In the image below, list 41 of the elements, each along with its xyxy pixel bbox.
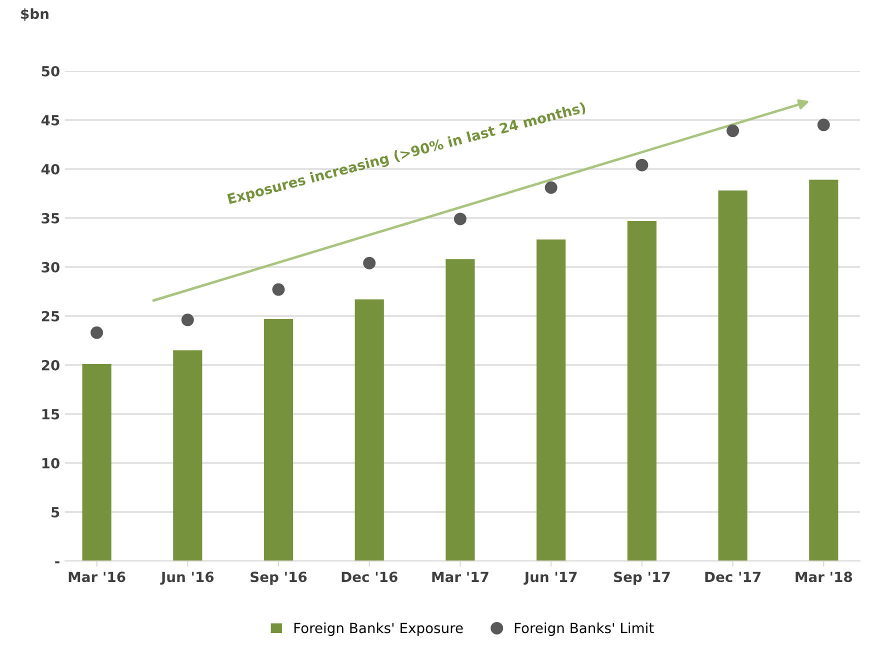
y-tick-label: 35: [42, 212, 60, 224]
point: [454, 212, 466, 226]
point: [181, 314, 194, 326]
x-tick-label: Mar '18: [796, 572, 852, 582]
y-axis-title: $bn: [21, 8, 48, 21]
y-tick-label: -: [55, 561, 60, 564]
x-tick-label: Sep '16: [250, 572, 307, 585]
bar: [536, 240, 566, 561]
bar: [173, 350, 202, 561]
x-tick-label: Mar '17: [432, 572, 488, 582]
bar: [264, 318, 294, 561]
point: [726, 124, 740, 138]
y-tick-label: 15: [42, 409, 60, 420]
bar: [809, 180, 838, 561]
x-tick-label: Dec '16: [342, 572, 398, 582]
y-tick-label: 25: [42, 310, 60, 322]
y-tick-label: 20: [42, 360, 60, 370]
point: [817, 118, 830, 132]
legend-label: Foreign Banks' Limit: [514, 622, 654, 636]
bar: [446, 259, 475, 561]
x-tick-label: Jun '16: [160, 572, 214, 585]
y-tick-label: 5: [52, 507, 60, 518]
x-tick-label: Dec '17: [705, 572, 760, 582]
x-tick-label: Jun '17: [524, 572, 577, 585]
y-tick-label: 30: [42, 262, 60, 272]
point: [363, 256, 376, 270]
point: [636, 158, 648, 172]
y-tick-label: 50: [42, 66, 60, 76]
point: [90, 326, 104, 339]
x-tick-label: Sep '17: [614, 572, 670, 585]
bar: [82, 364, 112, 561]
y-tick-label: 45: [41, 115, 60, 126]
bar: [718, 190, 748, 561]
y-tick-label: 40: [41, 164, 60, 174]
bar: [627, 220, 656, 561]
point: [544, 181, 558, 194]
legend-label: Foreign Banks' Exposure: [294, 622, 463, 636]
y-tick-label: 10: [42, 458, 60, 468]
point: [272, 283, 285, 296]
bar: [354, 299, 384, 561]
x-tick-label: Mar '16: [68, 572, 126, 582]
